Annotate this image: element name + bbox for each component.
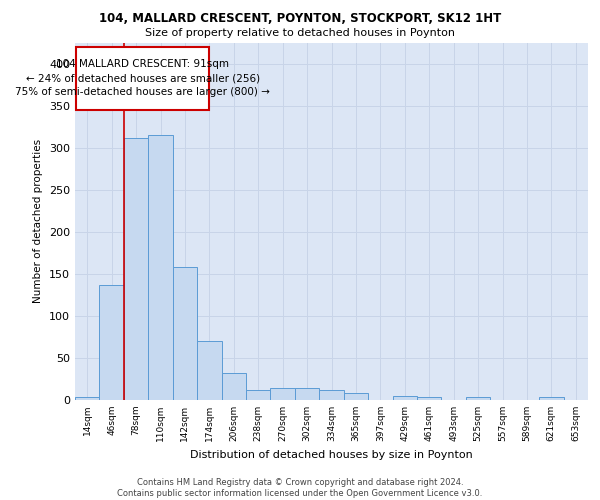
Bar [271, 388, 295, 400]
Bar [100, 285, 124, 400]
Y-axis label: Number of detached properties: Number of detached properties [34, 139, 43, 304]
Text: Contains HM Land Registry data © Crown copyright and database right 2024.
Contai: Contains HM Land Registry data © Crown c… [118, 478, 482, 498]
Bar [221, 373, 246, 400]
Bar [148, 135, 173, 400]
Bar [124, 138, 148, 400]
Bar [173, 267, 197, 400]
Bar [417, 398, 442, 400]
Bar [295, 388, 319, 400]
Bar [75, 396, 100, 400]
Bar [319, 390, 344, 400]
FancyBboxPatch shape [76, 46, 209, 110]
Text: Size of property relative to detached houses in Poynton: Size of property relative to detached ho… [145, 28, 455, 38]
Bar [466, 398, 490, 400]
Bar [539, 398, 563, 400]
X-axis label: Distribution of detached houses by size in Poynton: Distribution of detached houses by size … [190, 450, 473, 460]
Bar [197, 341, 221, 400]
Bar [344, 394, 368, 400]
Text: 104, MALLARD CRESCENT, POYNTON, STOCKPORT, SK12 1HT: 104, MALLARD CRESCENT, POYNTON, STOCKPOR… [99, 12, 501, 26]
Bar [392, 396, 417, 400]
Bar [246, 390, 271, 400]
Text: 104 MALLARD CRESCENT: 91sqm
← 24% of detached houses are smaller (256)
75% of se: 104 MALLARD CRESCENT: 91sqm ← 24% of det… [16, 60, 270, 98]
